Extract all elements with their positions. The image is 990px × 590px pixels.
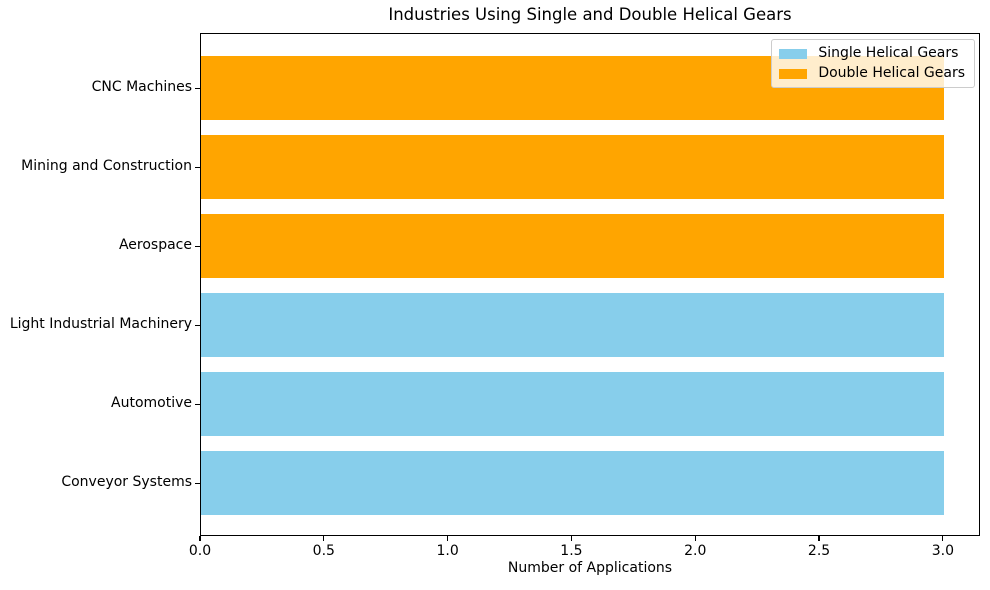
y-tick-label-aerospace: Aerospace <box>118 237 192 253</box>
x-tick-mark <box>570 536 573 541</box>
plot-area: Single Helical Gears Double Helical Gears <box>200 33 980 536</box>
x-tick-mark <box>942 536 944 541</box>
y-tick-label-conveyor-systems: Conveyor Systems <box>61 474 192 490</box>
legend-entry-double-helical-gears: Double Helical Gears <box>779 66 965 81</box>
x-tick-label-1.0: 1.0 <box>436 543 459 559</box>
legend-swatch-icon <box>779 68 808 79</box>
y-tick-mark <box>195 166 200 168</box>
x-axis-label: Number of Applications <box>507 560 673 576</box>
bar-conveyor-systems <box>201 451 944 515</box>
y-tick-mark <box>195 245 200 247</box>
x-tick-mark <box>818 536 820 541</box>
x-tick-label-3.0: 3.0 <box>931 543 954 559</box>
y-tick-mark <box>195 324 200 326</box>
y-tick-mark <box>195 482 200 484</box>
bar-aerospace <box>201 214 944 278</box>
y-tick-label-automotive: Automotive <box>111 395 192 411</box>
x-tick-label-0.5: 0.5 <box>312 543 335 559</box>
legend-entry-single-helical-gears: Single Helical Gears <box>779 46 965 61</box>
x-tick-mark <box>447 536 449 541</box>
x-tick-label-2.0: 2.0 <box>684 543 707 559</box>
x-tick-label-0.0: 0.0 <box>188 543 212 559</box>
legend: Single Helical Gears Double Helical Gears <box>771 39 975 88</box>
legend-label: Double Helical Gears <box>818 65 965 81</box>
bar-mining-and-construction <box>201 135 944 199</box>
y-tick-label-light-industrial-machinery: Light Industrial Machinery <box>9 316 192 332</box>
x-tick-mark <box>323 536 325 541</box>
chart-title: Industries Using Single and Double Helic… <box>388 5 792 24</box>
y-tick-label-cnc-machines: CNC Machines <box>91 79 192 95</box>
legend-label: Single Helical Gears <box>818 45 959 61</box>
x-tick-mark <box>694 536 696 541</box>
legend-swatch-icon <box>779 48 808 59</box>
y-tick-mark <box>195 403 200 405</box>
y-tick-mark <box>195 87 200 89</box>
bar-light-industrial-machinery <box>201 293 944 357</box>
x-tick-label-2.5: 2.5 <box>807 543 831 559</box>
x-tick-mark <box>199 536 201 541</box>
bar-automotive <box>201 372 944 436</box>
x-tick-label-1.5: 1.5 <box>560 543 583 559</box>
y-tick-label-mining-and-construction: Mining and Construction <box>21 158 192 174</box>
